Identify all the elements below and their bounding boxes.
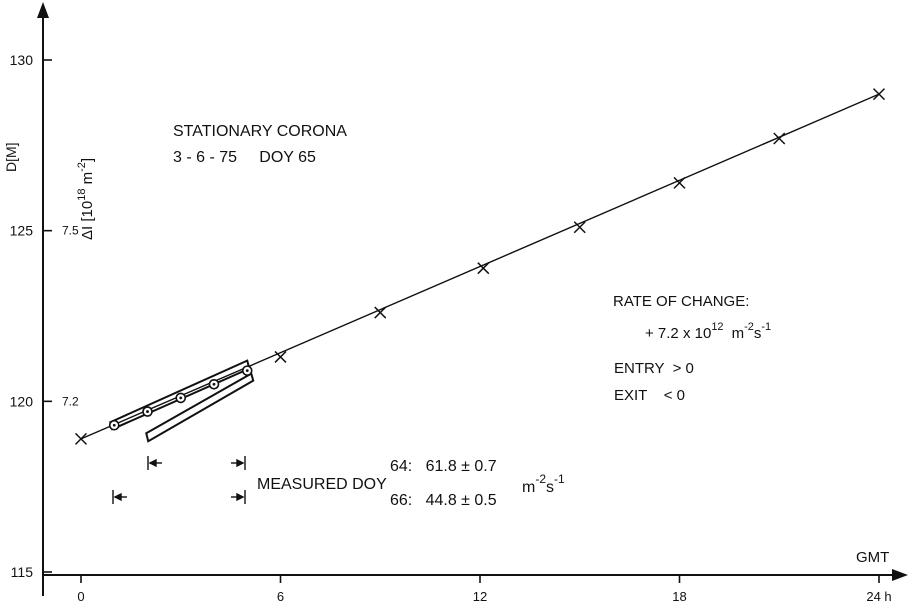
y-tick-label-2: 125 xyxy=(10,223,34,239)
measurement-band-lower xyxy=(145,372,255,443)
y-tick-label-3: 130 xyxy=(10,52,34,68)
point-x-1 xyxy=(274,350,287,363)
x-tick-label-3: 18 xyxy=(672,589,686,604)
point-circle-2 xyxy=(175,392,187,404)
point-circle-0 xyxy=(108,419,120,431)
x-tick-label-1: 6 xyxy=(277,589,284,604)
point-circle-4 xyxy=(241,365,253,376)
y-tick-label-1: 120 xyxy=(10,393,34,409)
point-x-7 xyxy=(872,88,886,101)
y-axis-label-inner: ΔI [1018 m-2] xyxy=(76,158,96,240)
x-axis-label: GMT xyxy=(856,549,889,566)
measured-label: MEASURED DOY xyxy=(257,476,387,493)
exit-note: EXIT < 0 xyxy=(614,387,685,404)
x-tick-label-0: 0 xyxy=(77,589,84,604)
annotation-date: 3 - 6 - 75 DOY 65 xyxy=(173,149,316,166)
measured-doy64: 64: 61.8 ± 0.7 xyxy=(390,458,497,475)
y-axis-label-outer: D[M] xyxy=(3,142,19,172)
interval-marker-66 xyxy=(112,490,246,504)
y-tick-label-0: 115 xyxy=(11,564,34,580)
point-x-0 xyxy=(74,432,88,445)
point-x-4 xyxy=(573,221,586,234)
point-x-5 xyxy=(673,176,686,189)
annotation-title: STATIONARY CORONA xyxy=(173,123,347,140)
measured-unit: m-2s-1 xyxy=(522,472,565,496)
y-inner-tick-label-0: 7.2 xyxy=(62,394,79,408)
point-x-3 xyxy=(477,262,490,275)
interval-marker-64 xyxy=(147,456,246,470)
y-axis-arrow xyxy=(37,2,49,18)
point-circle-1 xyxy=(142,406,153,417)
measured-doy66: 66: 44.8 ± 0.5 xyxy=(390,492,497,509)
series-line xyxy=(80,93,880,440)
axis-ticks: 0 6 12 18 24 h 115 120 125 130 7.2 7.5 xyxy=(10,52,892,604)
entry-note: ENTRY > 0 xyxy=(614,360,694,377)
point-x-2 xyxy=(374,306,387,319)
rate-value: + 7.2 x 1012 m-2s-1 xyxy=(645,321,771,342)
y-inner-tick-label-1: 7.5 xyxy=(62,224,79,238)
point-circle-3 xyxy=(208,378,220,390)
x-tick-label-2: 12 xyxy=(473,589,487,604)
data-marks xyxy=(74,88,886,445)
x-tick-label-4: 24 h xyxy=(866,589,891,604)
rate-label: RATE OF CHANGE: xyxy=(613,293,749,310)
point-x-6 xyxy=(773,132,786,145)
x-axis-arrow xyxy=(892,569,908,581)
